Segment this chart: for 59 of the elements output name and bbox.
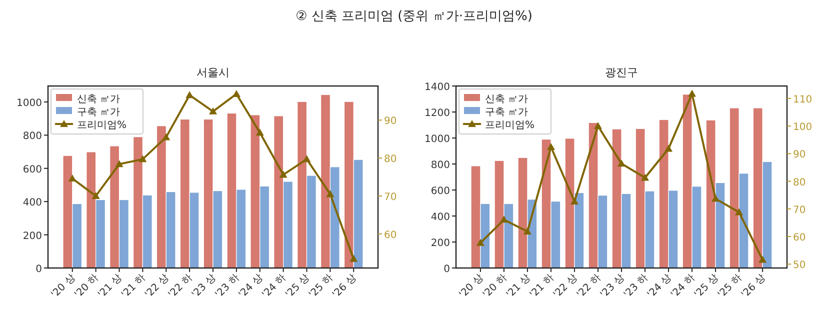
y-tick-label: 1400 [424, 82, 450, 93]
point [735, 208, 744, 216]
point [256, 128, 264, 136]
point [350, 254, 358, 262]
legend-label: 프리미엄% [77, 120, 127, 131]
point [326, 190, 334, 198]
legend-label: 프리미엄% [485, 120, 535, 131]
point [641, 174, 650, 181]
y2-tick-label: 80 [384, 154, 397, 166]
text: ② 신축 프리미엄 (중위 ㎡가·프리미엄%) [296, 9, 532, 24]
chart-title: 서울시 [196, 66, 230, 79]
point [92, 192, 100, 199]
point [162, 133, 170, 140]
y-tick-label: 600 [430, 186, 450, 197]
point [664, 144, 673, 152]
y2-tick-label: 100 [793, 122, 812, 134]
chart-title: 광진구 [605, 66, 638, 79]
y2-tick-label: 50 [793, 260, 806, 272]
y-tick-label: 1000 [16, 98, 42, 109]
y2-tick-label: 90 [793, 150, 806, 161]
y-tick-label: 200 [430, 238, 450, 249]
y-tick-label: 1200 [424, 108, 450, 119]
point [279, 170, 288, 178]
y-tick-label: 200 [22, 230, 42, 242]
legend-label: 신축 ㎡가 [485, 94, 528, 105]
point [523, 228, 532, 235]
y2-tick-label: 80 [793, 177, 806, 188]
legend-label: 신축 ㎡가 [77, 94, 120, 105]
y-tick-label: 800 [430, 160, 450, 171]
point [68, 174, 76, 182]
y-tick-label: 0 [444, 264, 450, 275]
point [476, 238, 484, 246]
y-tick-label: 0 [36, 264, 42, 275]
point [594, 122, 602, 130]
point [688, 90, 696, 97]
point [618, 160, 626, 167]
point [209, 107, 217, 114]
point [500, 216, 508, 223]
y-tick-label: 400 [430, 212, 450, 223]
point [138, 155, 147, 162]
y2-tick-label: 70 [384, 192, 397, 203]
point [758, 256, 767, 263]
y2-tick-label: 60 [793, 232, 806, 244]
y-tick-label: 800 [22, 131, 42, 142]
point [115, 160, 124, 168]
y-tick-label: 1000 [424, 134, 450, 145]
y2-tick-label: 90 [384, 116, 397, 128]
legend-label: 구축 ㎡가 [485, 107, 528, 118]
point [570, 197, 578, 204]
point [232, 90, 240, 97]
point [302, 155, 311, 162]
legend-label: 구축 ㎡가 [77, 107, 120, 118]
y2-tick-label: 70 [793, 204, 806, 216]
point [546, 143, 555, 150]
y-tick-label: 600 [22, 164, 42, 176]
y2-tick-label: 60 [384, 230, 397, 241]
y-tick-label: 400 [22, 198, 42, 209]
point [712, 194, 720, 202]
y2-tick-label: 110 [793, 94, 812, 106]
